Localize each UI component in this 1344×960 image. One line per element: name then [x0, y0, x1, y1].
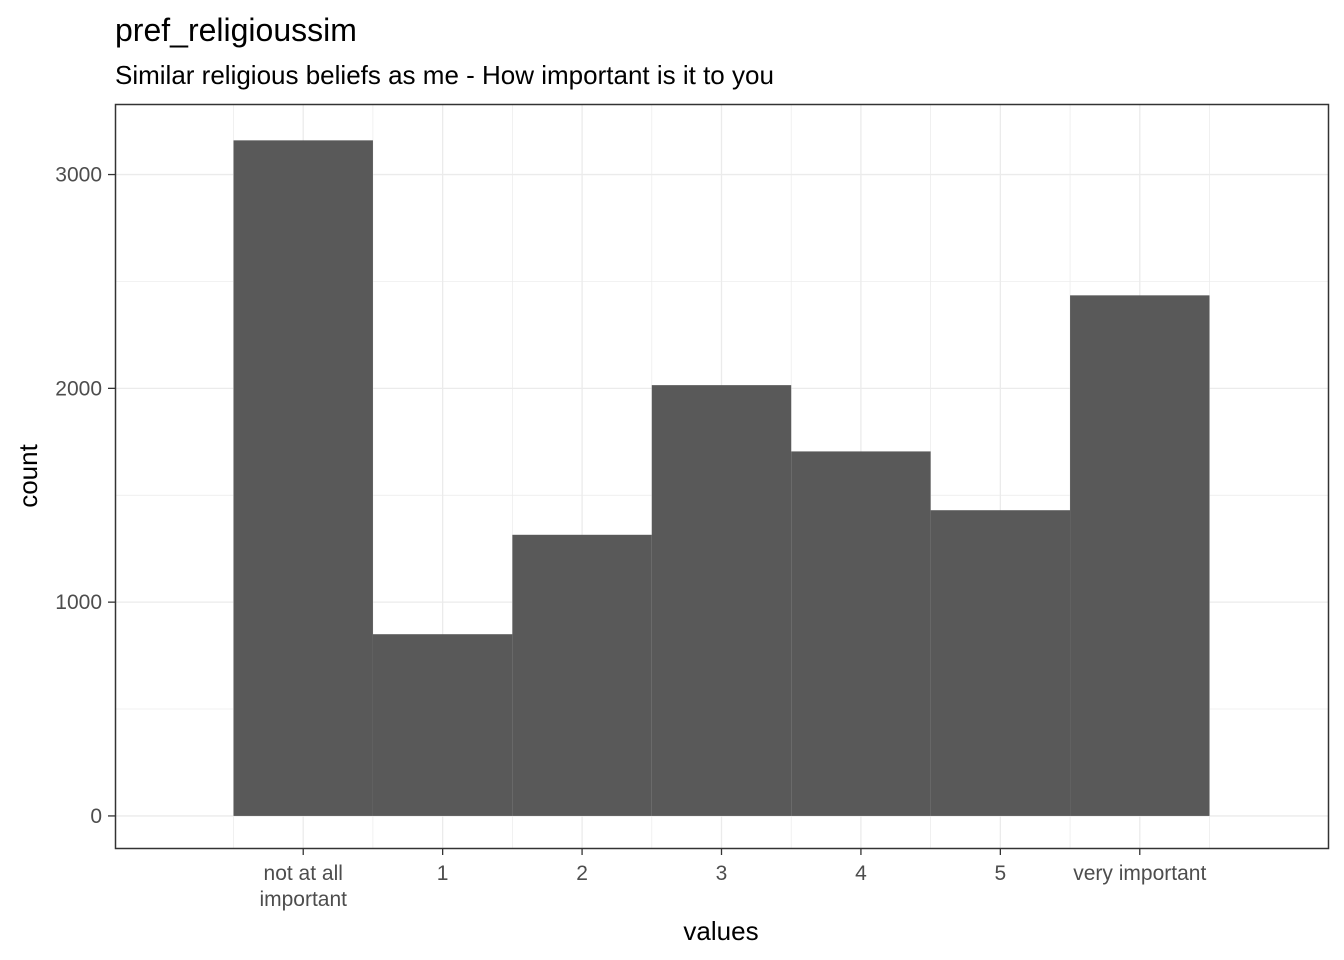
chart-subtitle: Similar religious beliefs as me - How im… [115, 60, 774, 90]
bars [233, 140, 1210, 816]
chart-title: pref_religioussim [115, 12, 357, 48]
y-tick-label: 0 [90, 805, 102, 828]
bar [651, 385, 792, 816]
y-axis-title: count [13, 443, 43, 507]
bar [512, 534, 652, 816]
bar [233, 140, 373, 816]
y-tick-label: 3000 [55, 164, 102, 187]
x-tick-label: 3 [716, 862, 728, 885]
x-tick-label: 5 [995, 862, 1007, 885]
x-tick-label: 2 [576, 862, 588, 885]
x-tick-label: 1 [437, 862, 449, 885]
x-tick-label: 4 [855, 862, 867, 885]
x-tick-label: not at all important [259, 862, 347, 911]
x-tick-label: very important [1073, 862, 1206, 885]
y-tick-label: 2000 [55, 377, 102, 400]
bar [372, 634, 513, 816]
y-tick-label: 1000 [55, 591, 102, 614]
bar [930, 510, 1071, 816]
x-axis-title: values [683, 916, 758, 946]
bar [791, 451, 931, 816]
axes: 0 1000 2000 3000 not at all important 1 2 3 4 5 ver… [55, 164, 1206, 911]
bar [1070, 295, 1210, 816]
